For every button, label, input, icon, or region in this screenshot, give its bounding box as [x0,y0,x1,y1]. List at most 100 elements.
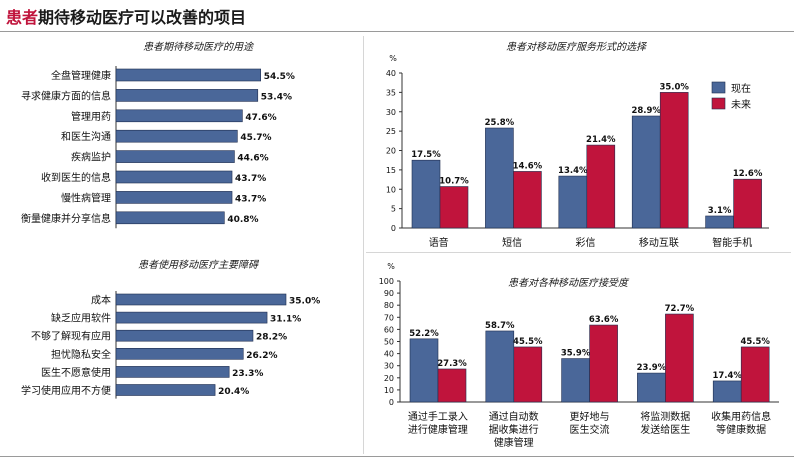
usage-chart-bar [115,68,261,82]
usage-chart-value-label: 44.6% [237,154,268,164]
service-chart-data-label: 12.6% [733,169,763,179]
service-chart-bar-series2 [659,92,689,229]
barrier-chart-category-label: 担忧隐私安全 [51,348,111,361]
acceptance-chart-data-label: 45.5% [513,337,543,347]
acceptance-chart-data-label: 23.9% [637,363,667,373]
service-chart-data-label: 17.5% [411,150,441,160]
acceptance-chart-data-label: 45.5% [740,337,770,347]
acceptance-chart-category-label: 通过手工录入 [408,410,468,423]
service-chart-bar-series2 [439,186,469,229]
acceptance-chart-bar-series1 [485,330,515,403]
acceptance-chart-y-tick-label: 80 [384,301,394,310]
acceptance-chart-title: 患者对各种移动医疗接受度 [508,277,630,289]
barrier-chart-value-label: 26.2% [246,351,277,361]
service-chart-y-tick-label: 15 [386,166,396,175]
acceptance-chart-y-tick-label: 40 [384,350,394,359]
service-chart-bar-series1 [631,115,661,229]
barrier-chart-bar [115,329,254,342]
usage-chart-category-label: 全盘管理健康 [51,69,111,82]
service-chart-bar-series1 [705,215,734,229]
usage-chart-bar [115,150,235,163]
acceptance-chart-y-tick-label: 70 [384,313,394,322]
acceptance-chart-category-label: 通过自动数 [489,410,539,423]
acceptance-chart-data-label: 58.7% [485,321,515,331]
service-chart-y-tick-label: 0 [391,224,396,233]
service-chart-legend-swatch [711,81,726,94]
service-chart-data-label: 10.7% [439,177,469,187]
service-chart-legend-label: 未来 [731,99,751,111]
bottom-rule [0,456,794,457]
service-chart-data-label: 3.1% [708,206,732,216]
row-divider [366,252,791,253]
acceptance-chart-data-label: 72.7% [665,304,695,314]
barrier-chart-bar [115,366,230,378]
service-chart-category-label: 短信 [502,236,522,249]
service-chart-y-tick-label: 20 [386,147,396,156]
service-chart-data-label: 14.6% [513,161,543,171]
acceptance-chart-ylabel: % [387,262,395,271]
acceptance-chart-bar-series1 [637,372,666,403]
acceptance-chart-bar-series1 [409,338,439,403]
service-chart-y-tick-label: 40 [386,69,396,78]
barrier-chart-value-label: 28.2% [256,333,287,343]
acceptance-chart-category-label: 收集用药信息 [711,410,771,423]
acceptance-chart-data-label: 27.3% [437,359,467,369]
page-title: 患者期待移动医疗可以改善的项目 [6,4,246,28]
acceptance-chart-category-label: 将监测数据 [640,410,690,423]
usage-chart-value-label: 53.4% [261,92,292,102]
acceptance-chart-bar-series2 [665,313,694,403]
service-chart-y-tick-label: 10 [386,185,396,194]
page-title-accent: 患者 [6,8,39,27]
acceptance-chart-category-label: 健康管理 [494,436,534,449]
usage-chart-category-label: 收到医生的信息 [41,171,111,184]
barrier-chart-value-label: 23.3% [232,369,263,379]
usage-chart-value-label: 47.6% [245,113,276,123]
service-chart-y-tick-label: 5 [391,205,396,214]
acceptance-chart-data-label: 17.4% [712,371,742,381]
barrier-chart-category-label: 成本 [91,294,111,307]
acceptance-chart-y-tick-label: 10 [384,386,394,395]
acceptance-chart-y-tick-label: 20 [384,374,394,383]
barrier-chart-bar [115,384,216,396]
usage-chart-bar [115,129,238,143]
usage-chart-value-label: 43.7% [235,194,266,204]
acceptance-chart-y-tick-label: 90 [384,289,394,298]
service-chart-title: 患者对移动医疗服务形式的选择 [506,41,648,53]
service-chart-data-label: 13.4% [558,166,588,176]
acceptance-chart-bar-series2 [589,324,618,403]
acceptance-chart-y-tick-label: 30 [384,362,394,371]
usage-chart-bar [115,170,233,184]
usage-chart-category-label: 慢性病管理 [61,191,111,204]
service-chart-bar-series1 [558,175,588,229]
acceptance-chart-bar-series1 [561,358,590,403]
service-chart-category-label: 移动互联 [639,236,679,249]
title-rule [0,31,794,32]
acceptance-chart-bar-series2 [437,368,467,403]
barrier-chart-value-label: 35.0% [289,297,320,307]
column-divider [363,36,364,454]
barrier-chart-bar [115,347,244,360]
service-chart-category-label: 彩信 [576,237,596,249]
service-chart-data-label: 28.9% [631,106,661,116]
usage-chart-category-label: 寻求健康方面的信息 [21,89,111,102]
usage-chart-bar [115,109,243,123]
service-chart-bar-series1 [411,159,441,229]
acceptance-chart-bar-series2 [740,346,770,403]
barrier-chart-category-label: 学习使用应用不方便 [21,384,111,397]
acceptance-chart-category-label: 据收集进行 [489,423,539,436]
barrier-chart-category-label: 缺乏应用软件 [51,312,111,325]
service-chart-data-label: 21.4% [586,135,616,145]
barrier-chart-title: 患者使用移动医疗主要障碍 [138,259,260,271]
page-title-rest: 期待移动医疗可以改善的项目 [38,8,247,27]
usage-chart-title: 患者期待移动医疗的用途 [143,41,255,53]
usage-chart-value-label: 43.7% [235,174,266,184]
usage-chart-bar [115,191,233,204]
service-chart-legend-swatch [711,97,726,110]
usage-chart-category-label: 和医生沟通 [61,130,111,143]
service-chart-bar-series2 [513,171,542,229]
service-chart-bar-series2 [733,178,762,229]
usage-chart-value-label: 40.8% [227,215,258,225]
acceptance-chart-category-label: 发送给医生 [640,423,690,436]
service-chart-y-tick-label: 35 [386,88,396,97]
